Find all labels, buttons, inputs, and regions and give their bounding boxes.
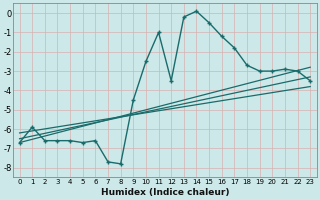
X-axis label: Humidex (Indice chaleur): Humidex (Indice chaleur) — [100, 188, 229, 197]
